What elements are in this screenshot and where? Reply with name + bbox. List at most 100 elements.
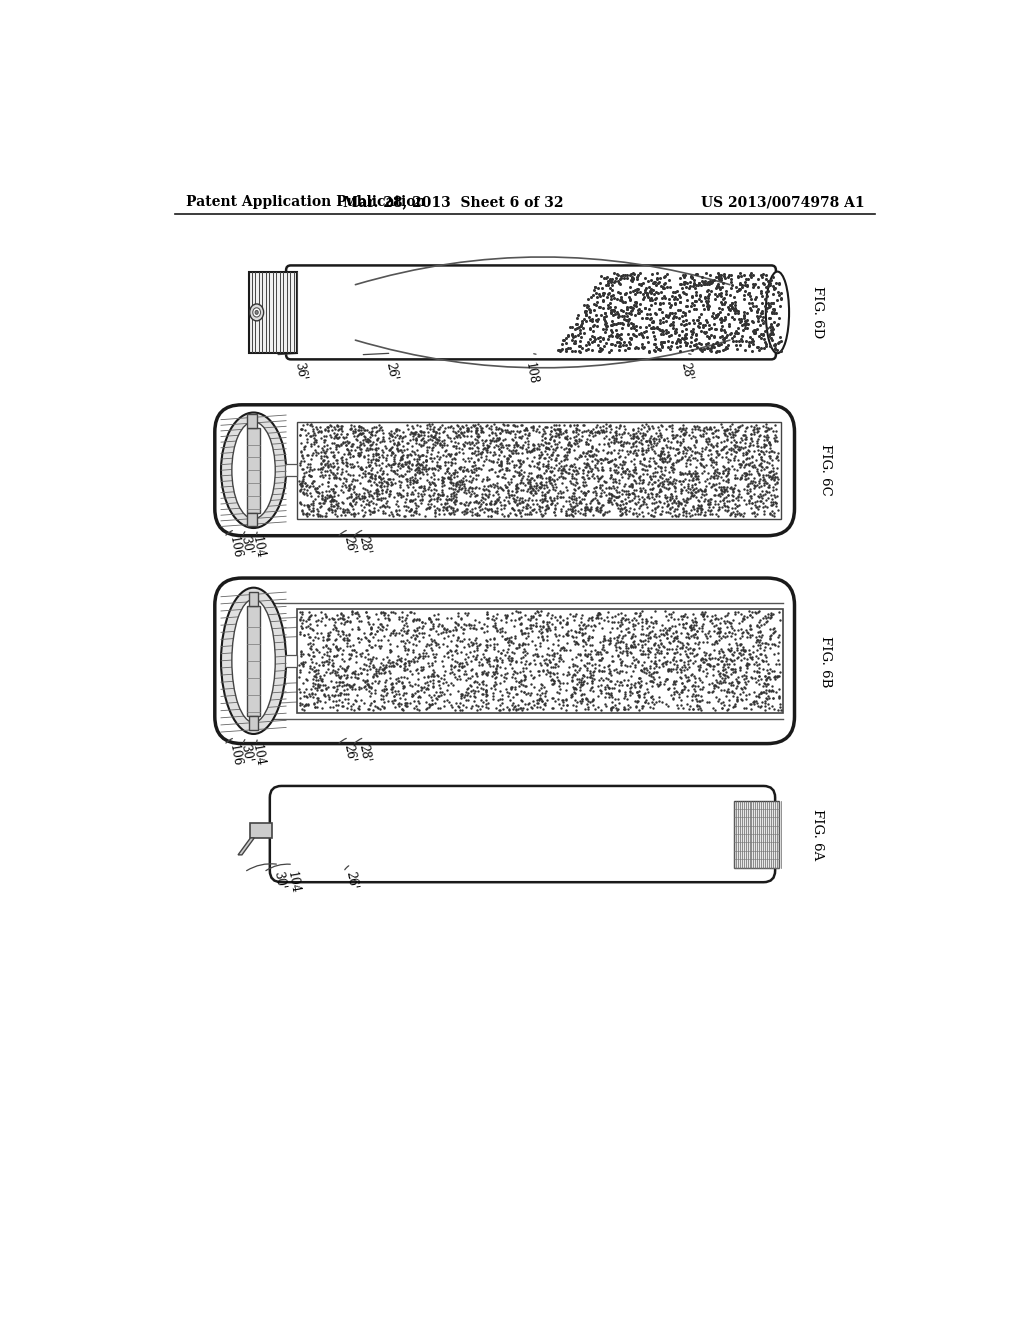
- Point: [556, 420, 572, 441]
- Point: [406, 422, 422, 444]
- Point: [565, 496, 582, 517]
- Point: [464, 442, 480, 463]
- Point: [572, 616, 589, 638]
- Point: [374, 440, 390, 461]
- Point: [375, 500, 391, 521]
- Point: [392, 693, 409, 714]
- Point: [657, 487, 674, 508]
- Point: [534, 484, 550, 506]
- Point: [346, 482, 362, 503]
- Point: [299, 444, 315, 465]
- Point: [711, 499, 727, 520]
- Point: [751, 444, 767, 465]
- Point: [627, 677, 643, 698]
- Point: [607, 697, 624, 718]
- Point: [618, 655, 635, 676]
- Point: [529, 433, 546, 454]
- Point: [658, 623, 675, 644]
- Point: [518, 417, 535, 438]
- Point: [578, 623, 594, 644]
- Point: [592, 477, 608, 498]
- Point: [569, 461, 586, 482]
- Point: [766, 463, 782, 484]
- Point: [662, 487, 678, 508]
- Point: [743, 451, 760, 473]
- Point: [700, 426, 717, 447]
- Point: [525, 500, 542, 521]
- Point: [383, 459, 399, 480]
- Point: [418, 642, 434, 663]
- Point: [342, 610, 358, 631]
- Point: [603, 432, 620, 453]
- Point: [590, 450, 606, 471]
- Point: [498, 606, 514, 627]
- Point: [604, 484, 621, 506]
- Point: [434, 475, 451, 496]
- Point: [475, 421, 492, 442]
- Point: [611, 660, 628, 681]
- Point: [577, 502, 593, 523]
- Point: [367, 623, 383, 644]
- Point: [697, 422, 714, 444]
- Point: [434, 634, 451, 655]
- Point: [652, 467, 669, 488]
- Point: [483, 475, 500, 496]
- Point: [487, 697, 504, 718]
- Point: [699, 500, 716, 521]
- Point: [621, 622, 637, 643]
- Point: [567, 659, 584, 680]
- Point: [751, 686, 767, 708]
- Point: [711, 623, 727, 644]
- Point: [439, 461, 456, 482]
- Point: [305, 676, 322, 697]
- Point: [673, 667, 689, 688]
- Point: [554, 459, 570, 480]
- Point: [676, 477, 692, 498]
- Point: [737, 429, 754, 450]
- Point: [746, 424, 763, 445]
- Point: [366, 664, 382, 685]
- Point: [483, 678, 500, 700]
- Point: [618, 640, 635, 661]
- Point: [357, 461, 374, 482]
- Point: [577, 498, 593, 519]
- Point: [758, 682, 774, 704]
- Point: [722, 615, 738, 636]
- Point: [350, 697, 367, 718]
- Point: [304, 492, 321, 513]
- Point: [766, 429, 782, 450]
- Point: [439, 466, 456, 487]
- Point: [431, 612, 447, 634]
- Point: [674, 678, 690, 700]
- Point: [325, 453, 341, 474]
- Point: [540, 661, 556, 682]
- Point: [574, 630, 591, 651]
- Point: [451, 437, 467, 458]
- Point: [314, 680, 331, 701]
- Point: [329, 453, 345, 474]
- Point: [329, 498, 345, 519]
- Point: [500, 647, 516, 668]
- Point: [659, 660, 676, 681]
- Point: [429, 487, 445, 508]
- Point: [299, 479, 315, 500]
- Point: [613, 503, 630, 524]
- Point: [610, 486, 627, 507]
- Point: [743, 424, 760, 445]
- Point: [493, 643, 509, 664]
- Point: [678, 490, 694, 511]
- Point: [498, 421, 514, 442]
- Point: [383, 622, 399, 643]
- Point: [613, 434, 630, 455]
- Point: [464, 635, 480, 656]
- Point: [372, 619, 388, 640]
- Point: [737, 462, 754, 483]
- Point: [425, 426, 441, 447]
- Point: [325, 609, 341, 630]
- Point: [385, 453, 401, 474]
- Point: [725, 438, 741, 459]
- Point: [606, 421, 623, 442]
- Point: [517, 432, 534, 453]
- Point: [407, 465, 423, 486]
- Point: [606, 488, 623, 510]
